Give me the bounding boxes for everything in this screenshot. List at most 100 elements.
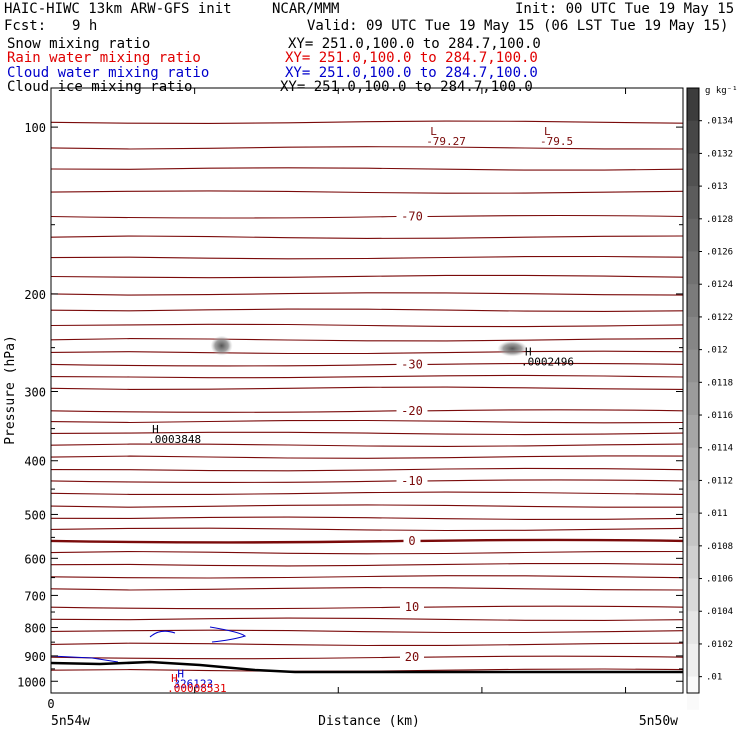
- model-title: HAIC-HIWC 13km ARW-GFS init: [4, 1, 232, 17]
- extremum-value: .0002496: [521, 356, 574, 369]
- colorbar-label: .0112: [706, 476, 733, 486]
- colorbar-label: .0118: [706, 378, 733, 388]
- isotherm-line: [50, 656, 401, 660]
- field-rain-name: Rain water mixing ratio: [7, 50, 201, 66]
- isotherm-label: 0: [408, 534, 415, 548]
- isotherm-label: 20: [405, 650, 419, 664]
- isotherm-line: [50, 587, 684, 591]
- y-tick-label: 400: [24, 455, 46, 469]
- cloud-water-contour: [50, 655, 119, 663]
- isotherm-line: [50, 527, 684, 532]
- isotherm-line: [50, 350, 684, 355]
- colorbar-label: .0106: [706, 575, 733, 585]
- extremum-value: .00008531: [167, 682, 227, 695]
- colorbar-swatch: [687, 284, 699, 318]
- extremum-marker: L: [544, 125, 551, 138]
- isotherm-line: [50, 563, 684, 567]
- extremum-value: .0003848: [148, 433, 201, 446]
- isotherm-label: -70: [401, 210, 423, 224]
- colorbar-swatch: [687, 382, 699, 416]
- isotherm-line: [50, 419, 684, 424]
- valid-time: Valid: 09 UTC Tue 19 May 15 (06 LST Tue …: [307, 18, 729, 34]
- y-tick-label: 800: [24, 622, 46, 636]
- colorbar-swatch: [687, 316, 699, 351]
- isotherm-line: [50, 467, 684, 472]
- cloud-ice-shading: [497, 340, 528, 357]
- colorbar-swatch: [687, 415, 699, 449]
- field-cloudwater-xy: XY= 251.0,100.0 to 284.7,100.0: [285, 65, 538, 81]
- x-start-label: 5n54w: [51, 714, 90, 729]
- colorbar-swatch: [687, 643, 699, 678]
- isotherm-line: [50, 255, 684, 260]
- isotherm-line: [423, 655, 684, 658]
- extremum-marker: H: [171, 672, 178, 685]
- field-rain-xy: XY= 251.0,100.0 to 284.7,100.0: [285, 50, 538, 66]
- y-tick-label: 600: [24, 552, 46, 566]
- y-tick-label: 700: [24, 589, 46, 603]
- org-label: NCAR/MMM: [272, 1, 340, 17]
- colorbar-swatch: [687, 251, 699, 285]
- colorbar-label: .0114: [706, 444, 733, 454]
- y-tick-label: 1000: [17, 675, 46, 689]
- isotherm-line: [423, 605, 684, 608]
- isotherm-line: [50, 363, 397, 367]
- isotherm-line: [50, 629, 684, 634]
- terrain-line: [50, 660, 683, 674]
- cloud-ice-shading: [210, 335, 233, 356]
- y-tick-label: 200: [24, 288, 46, 302]
- field-cloudwater-name: Cloud water mixing ratio: [7, 65, 210, 81]
- field-snow-name: Snow mixing ratio: [7, 36, 151, 52]
- field-cloudice-xy: XY= 251.0,100.0 to 284.7,100.0: [280, 79, 533, 95]
- colorbar-label: .0108: [706, 542, 733, 552]
- isotherm-line: [50, 167, 684, 171]
- isotherm-line: [50, 374, 684, 379]
- colorbar-swatch: [687, 153, 699, 187]
- isotherm-line: [50, 146, 684, 150]
- isotherm-line: [50, 338, 684, 342]
- y-tick-label: 300: [24, 386, 46, 400]
- isotherm-line: [50, 292, 684, 296]
- isotherm-line: [50, 491, 684, 495]
- y-axis-label: Pressure (hPa): [3, 335, 18, 445]
- colorbar-swatch: [687, 218, 699, 252]
- extremum-value: 326123: [173, 678, 213, 691]
- colorbar-swatch: [687, 480, 699, 514]
- isotherm-line: [50, 455, 684, 459]
- y-tick-label: 500: [24, 508, 46, 522]
- init-time: Init: 00 UTC Tue 19 May 15: [515, 1, 735, 17]
- x-tick-label-0: 0: [47, 697, 54, 711]
- extremum-value: -79.5: [540, 135, 573, 148]
- cloud-water-contour: [149, 630, 176, 638]
- colorbar-label: .012: [706, 346, 728, 356]
- isotherm-line: [50, 575, 684, 579]
- x-end-label: 5n50w: [639, 714, 678, 729]
- isotherm-line: [50, 516, 684, 520]
- isotherm-line: [50, 617, 684, 621]
- isotherm-line: [427, 362, 684, 365]
- isotherm-line: [50, 235, 684, 239]
- colorbar-swatch: [687, 186, 699, 220]
- colorbar-label: .011: [706, 509, 728, 519]
- colorbar-swatch: [687, 349, 699, 383]
- colorbar-swatch: [687, 88, 699, 122]
- plot-frame: [50, 87, 684, 694]
- colorbar-label: .0134: [706, 117, 733, 127]
- colorbar-frame: [686, 87, 700, 694]
- isotherm-line: [50, 504, 683, 508]
- isotherm-line: [50, 431, 684, 436]
- isotherm-line: [50, 215, 397, 219]
- colorbar-label: .0104: [706, 607, 733, 617]
- isotherm-line: [50, 606, 401, 610]
- fcst-value: 9 h: [72, 18, 98, 34]
- colorbar-label: .0128: [706, 215, 733, 225]
- extremum-marker: L: [430, 125, 437, 138]
- colorbar-label: .0116: [706, 411, 733, 421]
- extremum-value: -79.27: [426, 135, 466, 148]
- isotherm-line: [50, 550, 684, 555]
- colorbar-swatch: [687, 513, 699, 547]
- isotherm-line: [50, 120, 684, 124]
- cloud-water-contour: [209, 626, 247, 643]
- extremum-marker: H: [525, 346, 532, 359]
- isotherm-label: -30: [401, 357, 423, 371]
